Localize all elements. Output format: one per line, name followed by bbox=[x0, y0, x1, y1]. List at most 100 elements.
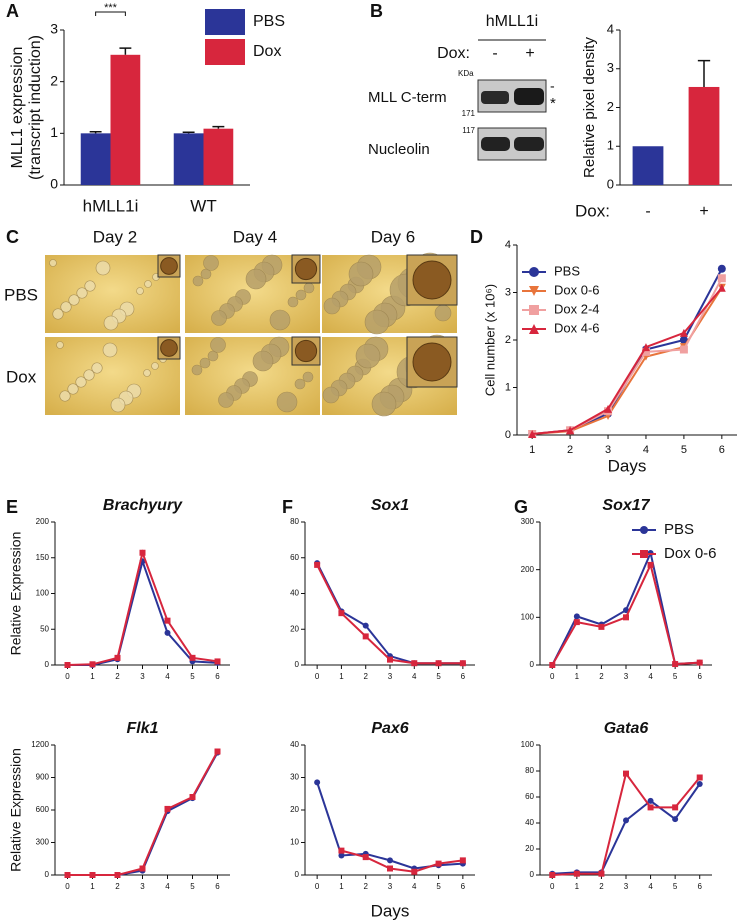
x-tick-label: 6 bbox=[461, 672, 466, 681]
colony bbox=[203, 255, 219, 271]
legend-label: PBS bbox=[554, 263, 580, 278]
panel-letter: E bbox=[6, 497, 18, 517]
y-tick-label: 40 bbox=[525, 818, 534, 827]
x-tick-label: 6 bbox=[719, 444, 725, 456]
marker bbox=[64, 872, 71, 878]
marker bbox=[411, 868, 418, 875]
y-axis-label: Relative pixel density bbox=[581, 37, 598, 178]
kda-marker: 171 bbox=[462, 109, 476, 118]
y-tick-label: 200 bbox=[521, 565, 535, 574]
marker bbox=[573, 613, 580, 620]
marker bbox=[114, 872, 121, 878]
legend-swatch bbox=[205, 9, 245, 35]
marker bbox=[598, 870, 605, 877]
bar bbox=[173, 133, 204, 185]
x-tick-label: 4 bbox=[648, 882, 653, 891]
y-tick-label: 1200 bbox=[31, 740, 49, 749]
marker bbox=[549, 872, 556, 878]
marker bbox=[459, 857, 466, 864]
marker bbox=[459, 660, 466, 667]
blot-row-label: Nucleolin bbox=[368, 141, 430, 158]
marker bbox=[641, 347, 650, 356]
y-tick-label: 30 bbox=[290, 773, 299, 782]
x-axis-label: Days bbox=[371, 901, 410, 920]
marker bbox=[672, 804, 679, 811]
x-tick-label: 0 bbox=[65, 672, 70, 681]
x-tick-label: 1 bbox=[339, 882, 344, 891]
marker bbox=[566, 426, 575, 435]
y-tick-label: 20 bbox=[525, 844, 534, 853]
blot-band bbox=[481, 91, 509, 104]
marker bbox=[89, 872, 96, 878]
marker bbox=[338, 847, 345, 854]
x-tick-label: 6 bbox=[215, 672, 220, 681]
inset-colony bbox=[294, 257, 318, 281]
x-tick-label: 6 bbox=[461, 882, 466, 891]
colony bbox=[76, 287, 88, 299]
colony bbox=[276, 391, 298, 413]
series-line bbox=[67, 751, 219, 876]
marker bbox=[717, 274, 726, 283]
chart-title: Brachyury bbox=[103, 497, 183, 514]
chart-title: Pax6 bbox=[371, 720, 408, 737]
marker bbox=[435, 860, 442, 867]
marker bbox=[528, 430, 537, 439]
lane-label: - bbox=[492, 45, 497, 62]
x-tick-label: 4 bbox=[412, 882, 417, 891]
x-tick-label: 5 bbox=[681, 444, 687, 456]
colony bbox=[207, 350, 219, 362]
x-tick-label: 3 bbox=[388, 882, 393, 891]
colony bbox=[287, 296, 299, 308]
y-tick-label: 4 bbox=[607, 21, 614, 36]
panel-letters: A B C D E F G bbox=[6, 1, 528, 517]
x-tick-label: 0 bbox=[315, 882, 320, 891]
blot-row-label: MLL C-term bbox=[368, 89, 447, 106]
colony bbox=[210, 337, 226, 353]
colony bbox=[60, 301, 72, 313]
series-line bbox=[341, 849, 463, 873]
colony bbox=[151, 362, 159, 370]
y-tick-label: 60 bbox=[525, 792, 534, 801]
blot-title: hMLL1i bbox=[486, 13, 538, 30]
panel-letter: G bbox=[514, 497, 528, 517]
chart-title: Sox17 bbox=[602, 497, 650, 514]
y-tick-label: 300 bbox=[521, 517, 535, 526]
lane-label: + bbox=[525, 45, 534, 62]
marker bbox=[214, 658, 221, 665]
colony bbox=[75, 376, 87, 388]
marker bbox=[573, 870, 580, 877]
marker bbox=[672, 816, 679, 823]
marker bbox=[696, 774, 703, 781]
y-tick-label: 20 bbox=[290, 805, 299, 814]
marker bbox=[89, 661, 96, 668]
colony bbox=[434, 304, 452, 322]
y-tick-label: 900 bbox=[36, 773, 50, 782]
marker bbox=[696, 659, 703, 666]
colony bbox=[211, 310, 227, 326]
blot-band bbox=[514, 88, 544, 105]
x-tick-label: - bbox=[645, 203, 650, 220]
bar bbox=[632, 146, 664, 185]
x-tick-label: 3 bbox=[140, 672, 145, 681]
x-tick-label: 2 bbox=[363, 882, 368, 891]
inset-colony bbox=[294, 339, 318, 363]
y-tick-label: 150 bbox=[36, 553, 50, 562]
x-tick-label: 3 bbox=[388, 672, 393, 681]
blot-unit: KDa bbox=[458, 69, 474, 78]
legend-label: Dox 0-6 bbox=[664, 545, 717, 562]
marker bbox=[679, 345, 688, 354]
x-tick-label: 5 bbox=[190, 672, 195, 681]
inset-colony bbox=[160, 257, 178, 275]
colony bbox=[218, 392, 234, 408]
marker bbox=[717, 264, 726, 273]
blot-dox-label: Dox: bbox=[437, 45, 470, 62]
y-tick-label: 20 bbox=[290, 624, 299, 633]
y-axis-label: Cell number (x 10⁶) bbox=[482, 284, 497, 396]
marker bbox=[338, 610, 345, 617]
colony bbox=[322, 386, 340, 404]
marker bbox=[623, 607, 629, 614]
significance-bracket bbox=[95, 11, 126, 16]
x-tick-label: 4 bbox=[648, 672, 653, 681]
plate-images bbox=[45, 252, 458, 417]
